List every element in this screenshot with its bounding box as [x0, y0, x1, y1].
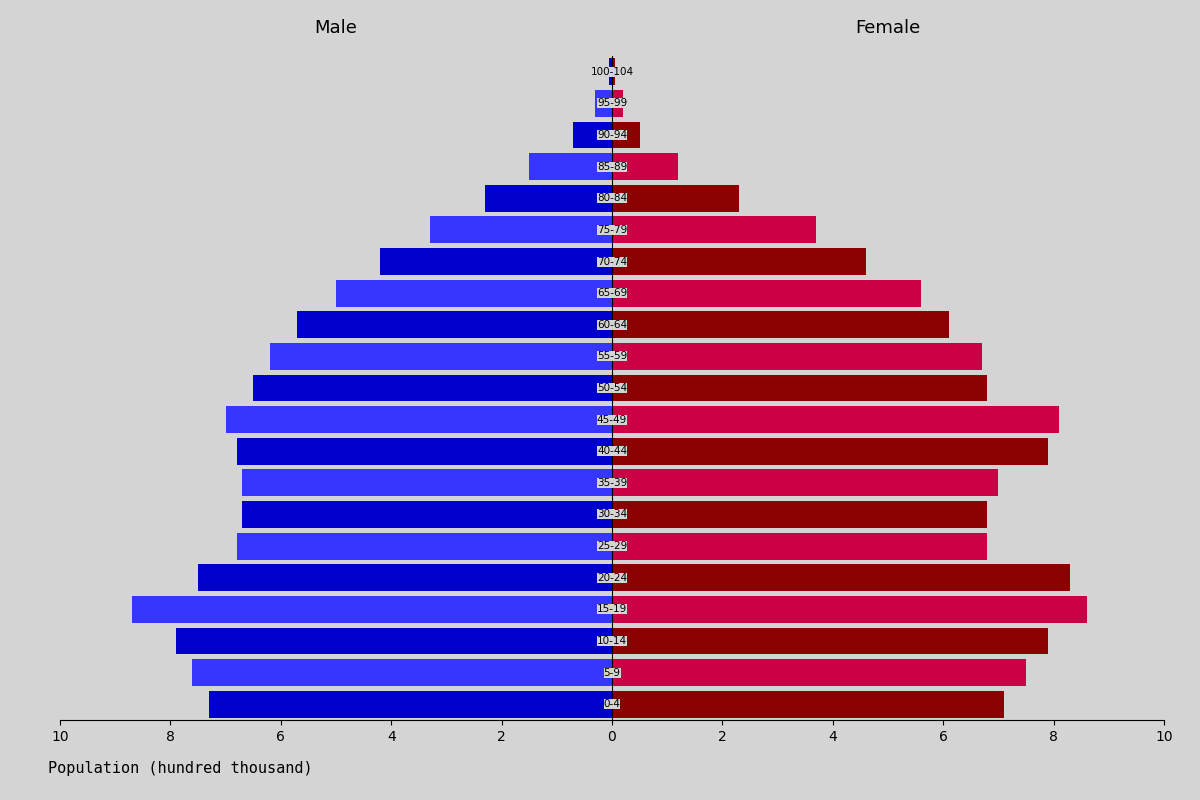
Text: 10-14: 10-14: [596, 636, 628, 646]
Text: 5-9: 5-9: [604, 667, 620, 678]
Text: 75-79: 75-79: [596, 225, 628, 235]
Bar: [612, 438, 1048, 465]
Bar: [226, 406, 612, 433]
Bar: [612, 501, 988, 528]
Bar: [485, 185, 612, 212]
Bar: [612, 122, 640, 149]
Bar: [610, 58, 612, 86]
Bar: [612, 311, 949, 338]
Text: 70-74: 70-74: [596, 257, 628, 266]
Bar: [236, 533, 612, 559]
Bar: [612, 185, 739, 212]
Text: 0-4: 0-4: [604, 699, 620, 709]
Bar: [209, 690, 612, 718]
Text: 80-84: 80-84: [596, 194, 628, 203]
Text: Female: Female: [856, 19, 920, 37]
Bar: [612, 217, 816, 243]
Text: 90-94: 90-94: [596, 130, 628, 140]
Text: 50-54: 50-54: [596, 383, 628, 393]
Bar: [176, 627, 612, 654]
Text: 15-19: 15-19: [596, 604, 628, 614]
Bar: [253, 374, 612, 402]
Bar: [236, 438, 612, 465]
Bar: [612, 406, 1060, 433]
Bar: [380, 248, 612, 275]
Text: 35-39: 35-39: [596, 478, 628, 488]
Text: 20-24: 20-24: [596, 573, 628, 582]
Bar: [612, 627, 1048, 654]
Bar: [298, 311, 612, 338]
Bar: [529, 154, 612, 180]
Bar: [242, 501, 612, 528]
Text: Population (hundred thousand): Population (hundred thousand): [48, 761, 313, 776]
Bar: [595, 90, 612, 117]
Bar: [336, 280, 612, 306]
Text: 100-104: 100-104: [590, 67, 634, 77]
Text: 40-44: 40-44: [596, 446, 628, 456]
Text: 30-34: 30-34: [596, 510, 628, 519]
Text: 60-64: 60-64: [596, 320, 628, 330]
Bar: [270, 343, 612, 370]
Bar: [612, 533, 988, 559]
Bar: [574, 122, 612, 149]
Text: 85-89: 85-89: [596, 162, 628, 172]
Bar: [612, 564, 1070, 591]
Bar: [612, 248, 866, 275]
Bar: [612, 470, 998, 496]
Text: Male: Male: [314, 19, 358, 37]
Text: 55-59: 55-59: [596, 351, 628, 362]
Text: 45-49: 45-49: [596, 414, 628, 425]
Bar: [612, 374, 988, 402]
Bar: [612, 154, 678, 180]
Bar: [612, 659, 1026, 686]
Text: 25-29: 25-29: [596, 541, 628, 551]
Bar: [192, 659, 612, 686]
Bar: [612, 343, 982, 370]
Bar: [430, 217, 612, 243]
Bar: [198, 564, 612, 591]
Text: 65-69: 65-69: [596, 288, 628, 298]
Bar: [612, 280, 922, 306]
Bar: [612, 58, 614, 86]
Text: 95-99: 95-99: [596, 98, 628, 109]
Bar: [132, 596, 612, 622]
Bar: [612, 690, 1004, 718]
Bar: [612, 90, 623, 117]
Bar: [612, 596, 1087, 622]
Bar: [242, 470, 612, 496]
